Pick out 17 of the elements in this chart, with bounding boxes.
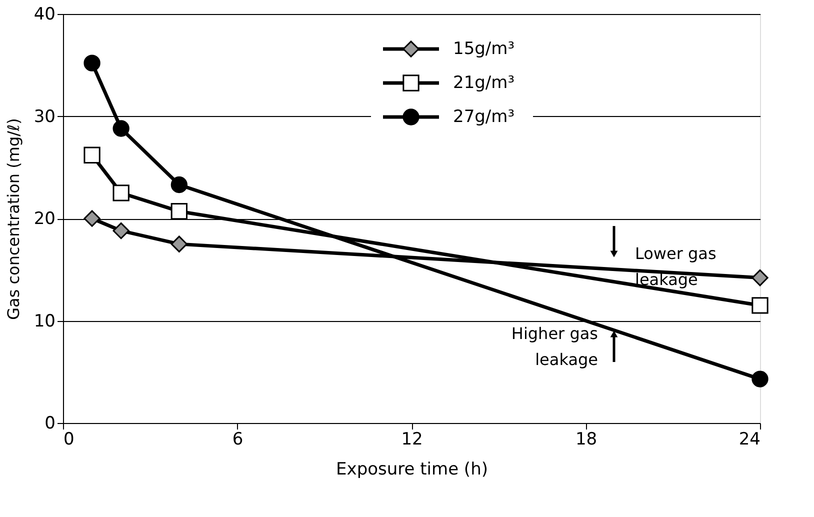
x-tick-label: 12 bbox=[401, 430, 423, 450]
x-tick-label: 18 bbox=[575, 430, 598, 450]
x-tick-label: 24 bbox=[738, 430, 760, 450]
y-tick-label: 10 bbox=[34, 311, 56, 332]
y-tick-label: 40 bbox=[34, 4, 56, 24]
x-tick-label: 0 bbox=[64, 430, 74, 450]
x-axis-title: Exposure time (h) bbox=[336, 460, 488, 480]
legend-label: 21g/m³ bbox=[453, 73, 515, 93]
legend-label: 27g/m³ bbox=[453, 107, 515, 127]
y-tick-label: 0 bbox=[44, 414, 56, 434]
legend-label: 15g/m³ bbox=[453, 39, 515, 59]
annotation: Higher gas leakage bbox=[511, 324, 598, 369]
y-tick-label: 20 bbox=[34, 209, 56, 229]
y-axis-title: Gas concentration (mg/ℓ) bbox=[4, 118, 23, 320]
y-tick-label: 30 bbox=[34, 106, 56, 127]
annotation: Lower gas leakage bbox=[635, 244, 716, 289]
x-tick-label: 6 bbox=[232, 430, 244, 450]
